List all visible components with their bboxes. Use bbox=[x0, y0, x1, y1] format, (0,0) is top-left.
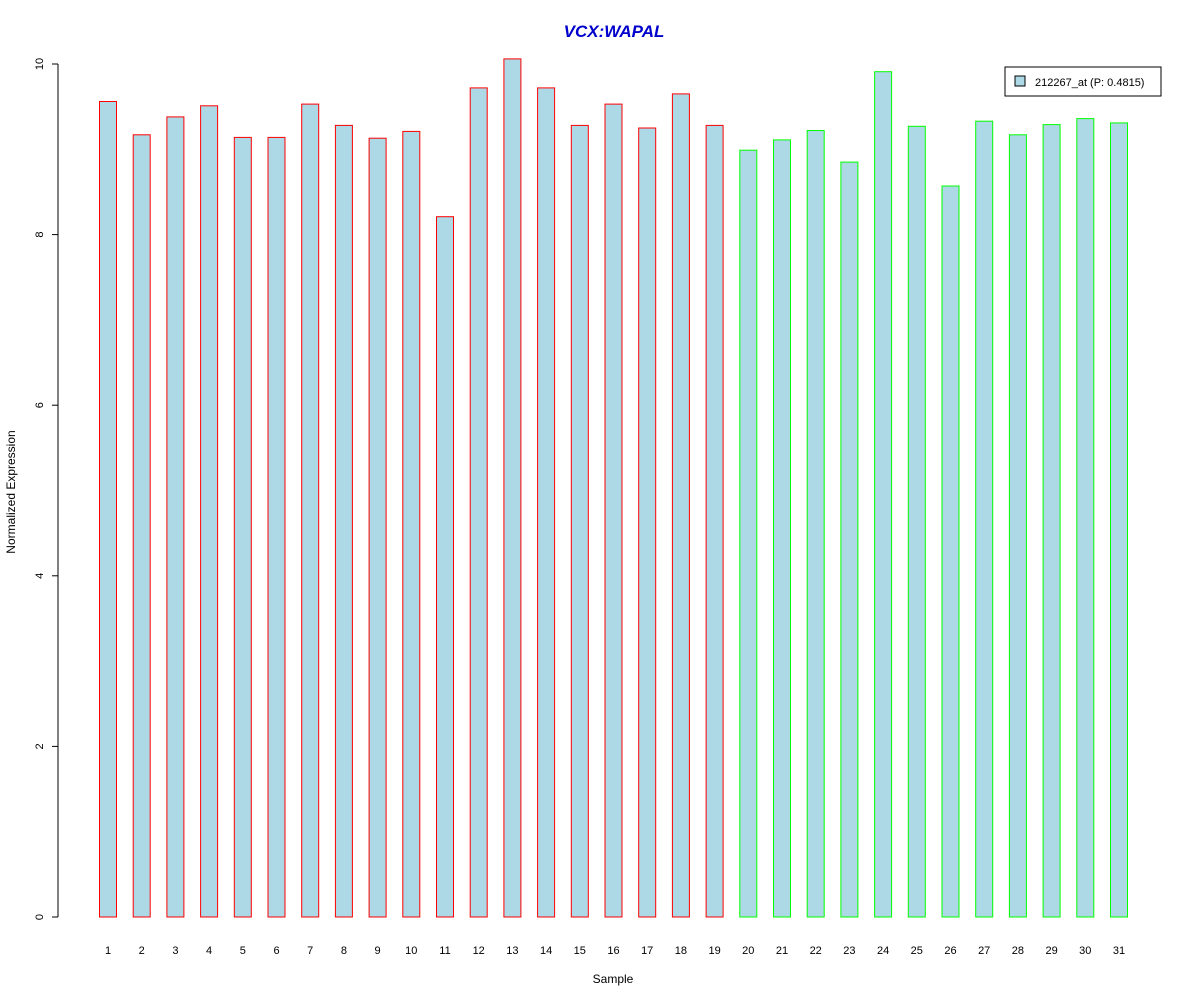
bar-5 bbox=[233, 136, 252, 918]
x-tick-label: 7 bbox=[307, 945, 313, 957]
bar-11 bbox=[436, 216, 454, 918]
legend-box bbox=[1004, 66, 1162, 97]
x-tick-label: 1 bbox=[105, 945, 111, 957]
x-tick-label: 11 bbox=[439, 945, 450, 957]
bar-22 bbox=[806, 130, 825, 918]
y-tick-label: 8 bbox=[34, 232, 46, 238]
x-tick-label: 26 bbox=[944, 945, 956, 957]
x-tick-label: 16 bbox=[607, 945, 619, 957]
x-tick-label: 21 bbox=[776, 945, 788, 957]
bar-27 bbox=[975, 120, 994, 918]
x-tick-label: 10 bbox=[405, 945, 417, 957]
chart-title: VCX:WAPAL bbox=[564, 22, 665, 41]
x-tick-label: 27 bbox=[978, 945, 990, 957]
bar-6 bbox=[267, 136, 286, 918]
x-tick-label: 28 bbox=[1012, 945, 1024, 957]
x-tick-label: 13 bbox=[506, 945, 518, 957]
bar-20 bbox=[739, 149, 758, 918]
bar-14 bbox=[537, 87, 556, 918]
legend-entry: 212267_at (P: 0.4815) bbox=[1035, 77, 1144, 89]
bar-23 bbox=[840, 161, 859, 918]
x-tick-label: 24 bbox=[877, 945, 889, 957]
y-tick-label: 0 bbox=[34, 914, 46, 920]
bar-19 bbox=[705, 124, 724, 918]
bar-12 bbox=[469, 87, 488, 918]
bar-30 bbox=[1076, 118, 1095, 918]
x-tick-labels: 1 2 3 4 5 6 7 8 9 10 11 12 13 14 15 16 17 18 19 20 21 22 23 24 2… bbox=[105, 945, 1125, 957]
bar-16 bbox=[604, 103, 623, 918]
bar-17 bbox=[638, 127, 657, 918]
x-tick-label: 8 bbox=[341, 945, 347, 957]
x-tick-label: 22 bbox=[810, 945, 822, 957]
bar-29 bbox=[1042, 124, 1061, 918]
x-tick-label: 2 bbox=[139, 945, 145, 957]
x-tick-label: 14 bbox=[540, 945, 552, 957]
x-tick-label: 19 bbox=[708, 945, 720, 957]
bar-13 bbox=[503, 58, 522, 918]
bar-10 bbox=[402, 130, 421, 918]
legend: 212267_at (P: 0.4815) bbox=[1004, 66, 1162, 97]
x-tick-label: 20 bbox=[742, 945, 754, 957]
bar-31 bbox=[1110, 122, 1128, 918]
y-tick-label: 10 bbox=[34, 58, 46, 70]
y-axis: 0 2 4 6 8 10 bbox=[34, 58, 59, 920]
bar-28 bbox=[1008, 134, 1027, 918]
x-tick-label: 3 bbox=[172, 945, 178, 957]
bar-26 bbox=[941, 185, 960, 918]
bar-25 bbox=[907, 125, 926, 918]
bar-8 bbox=[334, 124, 353, 918]
x-axis-label: Sample bbox=[593, 972, 634, 986]
bars bbox=[99, 58, 1128, 918]
x-tick-label: 15 bbox=[574, 945, 586, 957]
bar-9 bbox=[368, 137, 387, 918]
bar-24 bbox=[874, 71, 893, 918]
x-tick-label: 6 bbox=[273, 945, 279, 957]
y-tick-label: 2 bbox=[34, 743, 46, 749]
bar-21 bbox=[773, 139, 791, 918]
bar-1 bbox=[99, 101, 117, 918]
y-axis-label: Normalized Expression bbox=[4, 430, 18, 553]
y-tick-label: 6 bbox=[34, 402, 46, 408]
bar-15 bbox=[570, 124, 589, 918]
x-tick-label: 9 bbox=[375, 945, 381, 957]
x-tick-label: 18 bbox=[675, 945, 687, 957]
bar-4 bbox=[200, 105, 219, 918]
legend-swatch bbox=[1014, 75, 1026, 87]
bar-2 bbox=[132, 134, 151, 918]
bar-7 bbox=[301, 103, 320, 918]
y-tick-label: 4 bbox=[34, 573, 46, 579]
x-tick-label: 4 bbox=[206, 945, 212, 957]
bar-18 bbox=[671, 93, 690, 918]
x-tick-label: 29 bbox=[1045, 945, 1057, 957]
x-tick-label: 17 bbox=[641, 945, 653, 957]
x-tick-label: 5 bbox=[240, 945, 246, 957]
x-tick-label: 23 bbox=[843, 945, 855, 957]
bar-3 bbox=[166, 116, 185, 918]
x-tick-label: 31 bbox=[1113, 945, 1125, 957]
x-tick-label: 30 bbox=[1079, 945, 1091, 957]
x-tick-label: 25 bbox=[911, 945, 923, 957]
x-tick-label: 12 bbox=[473, 945, 485, 957]
